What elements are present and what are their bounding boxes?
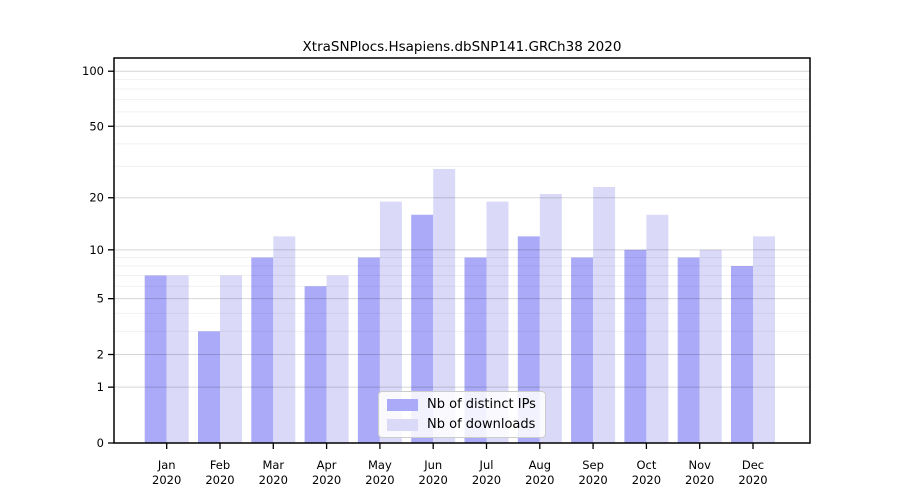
- bar-distinct-ips-may: [357, 257, 380, 443]
- y-tick-label: 5: [97, 292, 104, 306]
- plot-frame: [113, 57, 811, 444]
- x-tick-label-year: 2020: [419, 473, 448, 487]
- x-tick-label-year: 2020: [632, 473, 661, 487]
- bar-downloads-feb: [220, 275, 242, 443]
- bar-distinct-ips-oct: [624, 249, 647, 443]
- x-tick-label-year: 2020: [578, 473, 607, 487]
- bar-downloads-apr: [326, 275, 349, 443]
- chart-title: XtraSNPlocs.Hsapiens.dbSNP141.GRCh38 202…: [303, 39, 622, 55]
- legend-item-downloads: Nb of downloads: [387, 417, 537, 432]
- bar-downloads-nov: [699, 249, 722, 443]
- x-tick-label-year: 2020: [259, 473, 288, 487]
- y-tick-label: 20: [89, 191, 104, 205]
- x-tick-label-year: 2020: [205, 473, 234, 487]
- bar-downloads-dec: [753, 236, 775, 443]
- bar-downloads-mar: [273, 236, 296, 443]
- y-tick-label: 100: [82, 64, 104, 78]
- legend-item-distinct-ips: Nb of distinct IPs: [387, 397, 537, 412]
- legend-label-distinct-ips: Nb of distinct IPs: [427, 397, 536, 412]
- x-tick-label-month: Aug: [529, 458, 551, 472]
- y-tick-label: 2: [97, 347, 104, 361]
- bar-downloads-sep: [593, 186, 616, 443]
- bar-downloads-jan: [166, 275, 189, 443]
- legend-label-downloads: Nb of downloads: [427, 417, 536, 432]
- x-tick-label-month: Sep: [582, 458, 604, 472]
- x-tick-label-year: 2020: [312, 473, 341, 487]
- legend-swatch-downloads: [387, 418, 418, 431]
- bar-downloads-oct: [646, 214, 669, 443]
- x-tick-label-month: Jan: [157, 458, 176, 472]
- y-tick-label: 50: [89, 119, 104, 133]
- bar-distinct-ips-jun: [411, 214, 434, 443]
- x-tick-label-month: Apr: [317, 458, 337, 472]
- x-tick-label-month: Jun: [423, 458, 442, 472]
- x-tick-label-year: 2020: [525, 473, 554, 487]
- bar-distinct-ips-jan: [144, 275, 167, 443]
- bar-downloads-jun: [433, 169, 456, 443]
- bar-distinct-ips-nov: [677, 257, 700, 443]
- bars-layer: [144, 169, 775, 443]
- bar-downloads-jul: [486, 201, 509, 443]
- x-tick-label-year: 2020: [738, 473, 767, 487]
- x-tick-label-year: 2020: [685, 473, 714, 487]
- bar-distinct-ips-sep: [571, 257, 594, 443]
- x-tick-label-year: 2020: [365, 473, 394, 487]
- bar-downloads-aug: [539, 193, 562, 443]
- y-tick-label: 1: [97, 380, 104, 394]
- x-tick-label-year: 2020: [472, 473, 501, 487]
- y-tick-label: 10: [89, 243, 104, 257]
- axes-layer: 0125102050100Jan2020Feb2020Mar2020Apr202…: [82, 57, 811, 487]
- y-tick-label: 0: [97, 436, 104, 450]
- x-tick-label-month: Dec: [742, 458, 764, 472]
- bar-distinct-ips-apr: [304, 286, 327, 443]
- x-tick-label-month: Feb: [210, 458, 230, 472]
- x-tick-label-month: Mar: [262, 458, 284, 472]
- x-tick-label-month: Oct: [636, 458, 656, 472]
- bar-distinct-ips-dec: [731, 265, 753, 443]
- x-tick-label-month: Jul: [479, 458, 494, 472]
- x-tick-label-month: May: [368, 458, 392, 472]
- x-tick-label-month: Nov: [688, 458, 711, 472]
- x-tick-label-year: 2020: [152, 473, 181, 487]
- bar-distinct-ips-feb: [198, 331, 220, 443]
- bar-distinct-ips-mar: [251, 257, 274, 443]
- legend: Nb of distinct IPs Nb of downloads: [378, 391, 546, 438]
- bar-downloads-may: [379, 201, 402, 443]
- legend-swatch-distinct-ips: [387, 398, 418, 411]
- gridlines-layer: [114, 70, 810, 388]
